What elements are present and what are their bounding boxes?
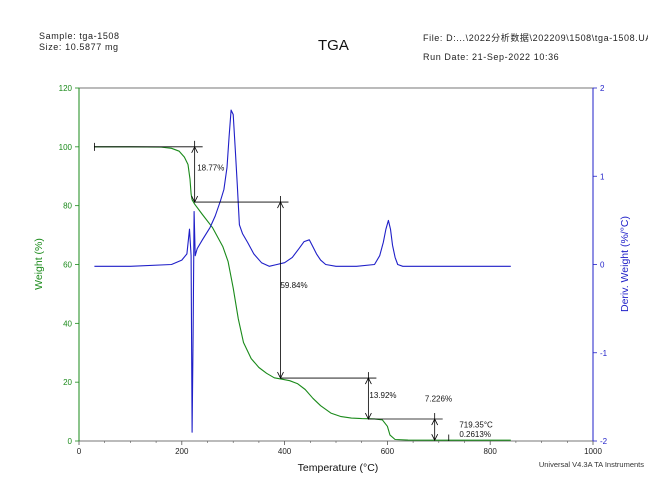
- header-file: File: D:...\2022分析数据\202209\1508\tga-150…: [423, 33, 648, 43]
- step-arrowhead-top: [191, 145, 199, 154]
- y2-tick-label: 2: [600, 84, 605, 93]
- y-tick-label: 40: [63, 319, 72, 328]
- annotation-label: 0.2613%: [459, 430, 491, 439]
- y-axis-label: Weight (%): [33, 238, 45, 290]
- x-tick-label: 1000: [584, 447, 602, 456]
- y-tick-label: 100: [59, 143, 73, 152]
- x-tick-label: 400: [278, 447, 292, 456]
- x-axis-label: Temperature (°C): [298, 462, 379, 474]
- plot-curves: [94, 109, 511, 441]
- step-arrowhead-bottom: [431, 434, 439, 442]
- annotation-label: 7.226%: [425, 394, 452, 403]
- annotation-label: 18.77%: [197, 163, 224, 172]
- y-tick-label: 80: [63, 202, 72, 211]
- header-run-date: Run Date: 21-Sep-2022 10:36: [423, 52, 560, 62]
- plot-annotations: 18.77% 59.84% 13.92% 7.226% 719.35°C0.2613%: [94, 140, 493, 442]
- y2-tick-label: 0: [600, 261, 605, 270]
- step-arrowhead-top: [277, 201, 284, 209]
- footer-software: Universal V4.3A TA Instruments: [538, 460, 644, 469]
- y-tick-label: 20: [63, 378, 72, 387]
- y-tick-label: 120: [59, 84, 73, 93]
- annotation-label: 13.92%: [369, 391, 396, 400]
- x-tick-label: 600: [381, 447, 395, 456]
- y2-tick-label: -2: [600, 437, 608, 446]
- x-tick-label: 200: [175, 447, 189, 456]
- y2-tick-label: -1: [600, 349, 608, 358]
- y2-tick-label: 1: [600, 172, 605, 181]
- step-arrowhead-top: [365, 377, 372, 385]
- step-arrowhead-top: [431, 418, 439, 426]
- chart-title: TGA: [318, 37, 349, 54]
- plot-axes: 0 200 400 600 800 1000 0 20 40 60 80 100 120 -2 -1 0 1 2: [59, 84, 608, 456]
- deriv-weight-series-line: [94, 109, 511, 433]
- header-sample: Sample: tga-1508: [39, 31, 120, 41]
- weight-series-line: [94, 146, 511, 441]
- x-tick-label: 0: [77, 447, 82, 456]
- plot-frame: [78, 87, 594, 442]
- x-tick-label: 800: [484, 447, 498, 456]
- annotation-label: 59.84%: [280, 281, 307, 290]
- y-tick-label: 60: [63, 261, 72, 270]
- y2-axis-label: Deriv. Weight (%/°C): [619, 216, 631, 312]
- header-size: Size: 10.5877 mg: [39, 42, 119, 52]
- annotation-label: 719.35°C: [459, 420, 493, 429]
- y-tick-label: 0: [68, 437, 73, 446]
